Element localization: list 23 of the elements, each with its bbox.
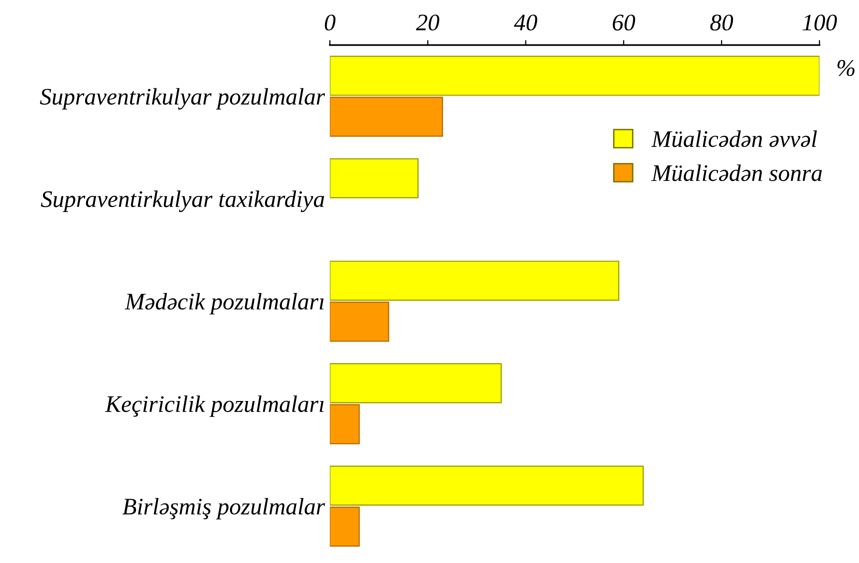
bar xyxy=(330,96,444,137)
y-tick-label: Mədəcik pozulmaları xyxy=(124,293,324,314)
legend-label: Müalicədən əvvəl xyxy=(651,130,817,148)
legend-label: Müalicədən sonra xyxy=(651,164,822,182)
bar xyxy=(330,56,820,96)
bar xyxy=(330,260,620,301)
x-axis-title: % xyxy=(838,60,854,76)
bar xyxy=(330,302,390,342)
y-tick-label: Birləşmiş pozulmalar xyxy=(122,498,326,520)
x-tick-label: 20 xyxy=(416,14,440,31)
bar xyxy=(330,506,360,547)
x-tick-label: 80 xyxy=(710,14,734,31)
bar xyxy=(330,363,502,404)
bar xyxy=(330,158,419,198)
y-tick-label: Supraventirkulyar taxikardiya xyxy=(40,190,324,212)
y-tick-label: Supraventrikulyar pozulmalar xyxy=(40,88,326,110)
x-tick-label: 60 xyxy=(612,14,636,31)
y-tick-label: Keçiricilik pozulmaları xyxy=(105,395,324,417)
x-tick-label: 40 xyxy=(514,14,538,31)
x-tick-label: 0 xyxy=(324,14,336,31)
bar xyxy=(330,466,644,506)
x-tick-label: 100 xyxy=(802,14,837,31)
bar xyxy=(330,404,360,444)
